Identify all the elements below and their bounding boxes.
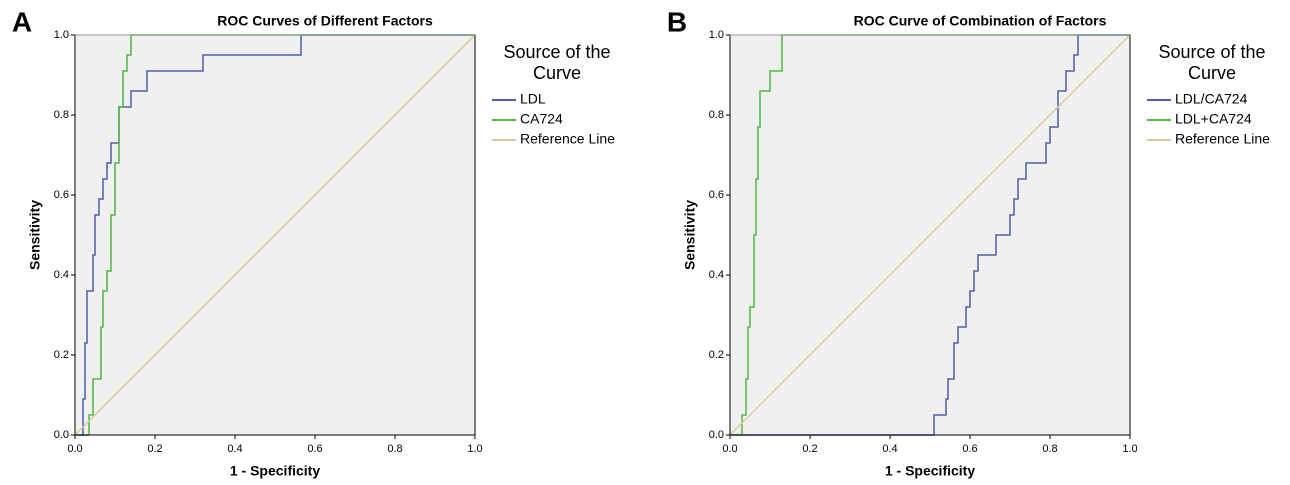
panel-label: B [667,6,687,37]
y-tick-label: 1.0 [709,29,724,41]
y-tick-label: 0.8 [709,109,724,121]
y-tick-label: 0.4 [709,269,724,281]
legend-title: Source of the Curve [1158,42,1266,83]
x-tick-label: 0.4 [227,443,242,455]
legend-label: CA724 [520,111,563,127]
x-tick-label: 0.6 [962,443,977,455]
y-tick-label: 0.2 [54,349,69,361]
y-tick-label: 0.0 [709,429,724,441]
y-tick-label: 1.0 [54,29,69,41]
x-tick-label: 0.8 [387,443,402,455]
x-tick-label: 0.0 [722,443,737,455]
y-tick-label: 0.4 [54,269,69,281]
x-tick-label: 0.8 [1042,443,1057,455]
y-tick-label: 0.6 [709,189,724,201]
panel-label: A [12,6,32,37]
x-axis-label: 1 - Specificity [885,463,975,479]
chart-title: ROC Curve of Combination of Factors [854,13,1107,29]
y-tick-label: 0.6 [54,189,69,201]
roc-curve [74,34,476,436]
x-axis-label: 1 - Specificity [230,463,320,479]
y-axis-label: Sensitivity [27,200,43,270]
legend-label: LDL [520,91,546,107]
chart-title: ROC Curves of Different Factors [217,13,433,29]
legend-title: Source of the Curve [503,42,611,83]
y-tick-label: 0.8 [54,109,69,121]
legend-label: LDL+CA724 [1175,111,1252,127]
roc-curve [730,34,1130,436]
roc-curve [75,34,475,436]
y-axis-label: Sensitivity [682,200,698,270]
y-tick-label: 0.0 [54,429,69,441]
legend-label: Reference Line [520,131,615,147]
roc-curve [729,34,1131,436]
x-tick-label: 1.0 [467,443,482,455]
x-tick-label: 0.6 [307,443,322,455]
roc-curve [75,34,475,436]
x-tick-label: 0.0 [67,443,82,455]
x-tick-label: 0.2 [147,443,162,455]
x-tick-label: 0.2 [802,443,817,455]
legend-label: Reference Line [1175,131,1270,147]
x-tick-label: 1.0 [1122,443,1137,455]
roc-curve [730,34,1130,436]
x-tick-label: 0.4 [882,443,897,455]
y-tick-label: 0.2 [709,349,724,361]
legend-label: LDL/CA724 [1175,91,1248,107]
